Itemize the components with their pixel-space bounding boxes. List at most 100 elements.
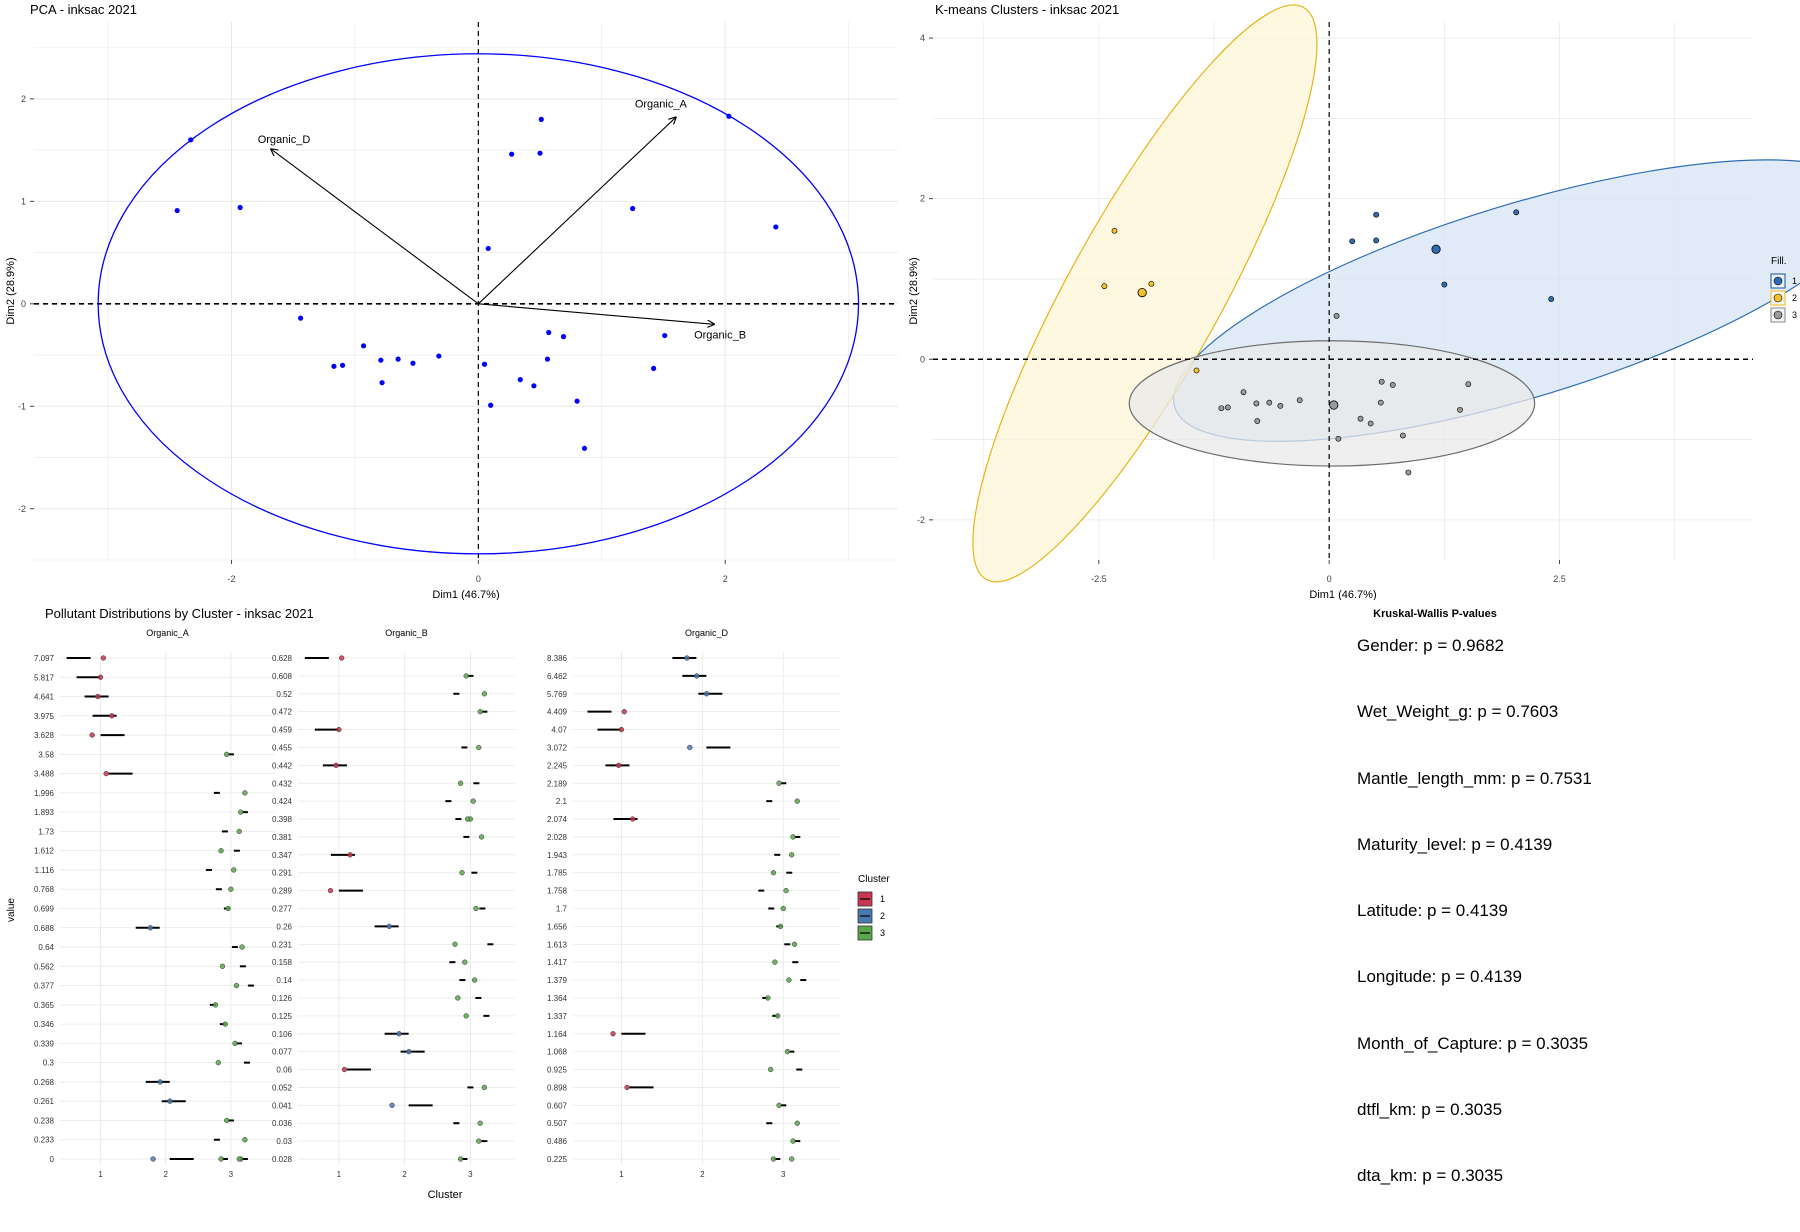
kmeans-point [1111, 227, 1118, 234]
pca-point [773, 224, 779, 230]
pca-point [188, 137, 194, 143]
pca-arrow-label: Organic_B [694, 329, 746, 341]
dist-y-tick-label: 0.347 [272, 851, 293, 860]
dist-x-tick-label: 2 [402, 1170, 407, 1179]
dist-y-tick-label: 0.14 [276, 976, 292, 985]
kmeans-y-tick-label: 2 [920, 194, 925, 204]
kmeans-point [1224, 404, 1231, 411]
dist-y-tick-label: 0.233 [34, 1136, 55, 1145]
kmeans-legend-symbol [1773, 276, 1783, 286]
dist-y-tick-label: 0.06 [276, 1066, 292, 1075]
dist-y-tick-label: 0.607 [547, 1101, 568, 1110]
kmeans-legend-label: 1 [1792, 276, 1797, 286]
dist-y-tick-label: 0.077 [272, 1048, 293, 1057]
dist-point [239, 944, 245, 950]
dist-facet-label: Organic_A [146, 628, 189, 638]
dist-x-axis-label: Cluster [428, 1189, 463, 1200]
dist-y-tick-label: 1.379 [547, 976, 568, 985]
dist-y-tick-label: 0.3 [43, 1059, 55, 1068]
dist-point [476, 744, 482, 751]
kmeans-x-axis-label: Dim1 (46.7%) [1309, 589, 1376, 600]
dist-y-tick-label: 1.337 [547, 1012, 568, 1021]
dist-point [770, 870, 777, 876]
dist-point [621, 709, 627, 715]
pca-point [651, 365, 657, 371]
dist-y-tick-label: 0.041 [272, 1101, 293, 1110]
dist-point [610, 1031, 616, 1037]
pca-title: PCA - inksac 2021 [30, 2, 137, 17]
dist-y-tick-label: 3.975 [34, 712, 55, 721]
dist-y-tick-label: 0.486 [547, 1137, 568, 1146]
dist-point [339, 655, 345, 661]
dist-point [790, 1138, 796, 1144]
dist-legend-title: Cluster [858, 874, 890, 885]
dist-y-tick-label: 1.7 [556, 905, 568, 914]
kmeans-point [1441, 281, 1448, 288]
kmeans-point [1349, 238, 1356, 245]
dist-y-tick-label: 0.125 [272, 1012, 293, 1021]
pca-point [174, 207, 180, 214]
dist-y-tick-label: 0.106 [272, 1030, 293, 1039]
dist-point [95, 693, 101, 700]
dist-point [157, 1079, 163, 1085]
dist-point [786, 977, 792, 983]
dist-y-tick-label: 5.769 [547, 690, 568, 699]
pca-ellipse [97, 53, 860, 555]
dist-y-tick-label: 1.758 [547, 887, 568, 896]
pca-point [379, 380, 385, 386]
dist-y-tick-label: 3.072 [547, 743, 568, 752]
dist-point [222, 1021, 228, 1027]
dist-point [396, 1031, 402, 1037]
dist-point [772, 959, 778, 965]
dist-y-tick-label: 3.488 [34, 770, 55, 779]
dist-point [333, 762, 339, 769]
dist-y-tick-label: 2.028 [547, 833, 568, 842]
kmeans-point [1548, 296, 1555, 302]
pca-point [630, 205, 636, 212]
kmeans-point [1457, 406, 1463, 413]
kmeans-x-tick-label: 0 [1327, 574, 1332, 584]
kmeans-centroid [1329, 400, 1339, 410]
pca-point [488, 402, 494, 408]
dist-y-tick-label: 0.64 [38, 943, 54, 952]
dist-y-tick-label: 1.943 [547, 851, 568, 860]
pca-point [509, 151, 515, 157]
dist-y-tick-label: 0.768 [34, 885, 55, 894]
dist-y-tick-label: 0.898 [547, 1083, 568, 1092]
pca-point [410, 360, 416, 366]
pca-arrow-label: Organic_D [258, 134, 311, 146]
kmeans-point [1513, 209, 1520, 216]
dist-point [481, 1084, 488, 1091]
pca-point [726, 113, 732, 119]
dist-point [789, 852, 795, 858]
dist-x-tick-label: 1 [337, 1170, 342, 1179]
dist-point [103, 770, 109, 777]
kmeans-legend-title: Fill. [1771, 256, 1787, 267]
pca-point [360, 343, 367, 349]
pca-y-tick-label: -2 [18, 504, 26, 514]
dist-y-tick-label: 0.507 [547, 1119, 568, 1128]
dist-y-tick-label: 0.339 [34, 1039, 55, 1048]
pca-point [581, 445, 588, 451]
kmeans-point [1389, 382, 1396, 388]
dist-y-tick-label: 3.58 [38, 750, 54, 759]
dist-point [457, 1156, 464, 1162]
dist-point [236, 828, 242, 835]
dist-point [694, 673, 700, 679]
dist-y-tick-label: 0.398 [272, 815, 293, 824]
dist-point [457, 780, 464, 786]
pvalue-item: dtfl_km: p = 0.3035 [1357, 1100, 1503, 1120]
dist-point [100, 655, 107, 661]
dist-legend-label: 1 [880, 894, 885, 904]
dist-point [776, 1102, 782, 1108]
dist-point [471, 977, 478, 983]
dist-point [109, 713, 115, 719]
pca-point [331, 363, 337, 369]
pca-point [517, 377, 523, 383]
dist-y-tick-label: 0.225 [547, 1155, 568, 1164]
pca-loading-arrow [477, 117, 675, 305]
kmeans-point [1193, 367, 1200, 374]
pca-y-tick-label: 1 [21, 196, 26, 206]
pca-point [395, 356, 401, 362]
dist-point [765, 995, 771, 1001]
